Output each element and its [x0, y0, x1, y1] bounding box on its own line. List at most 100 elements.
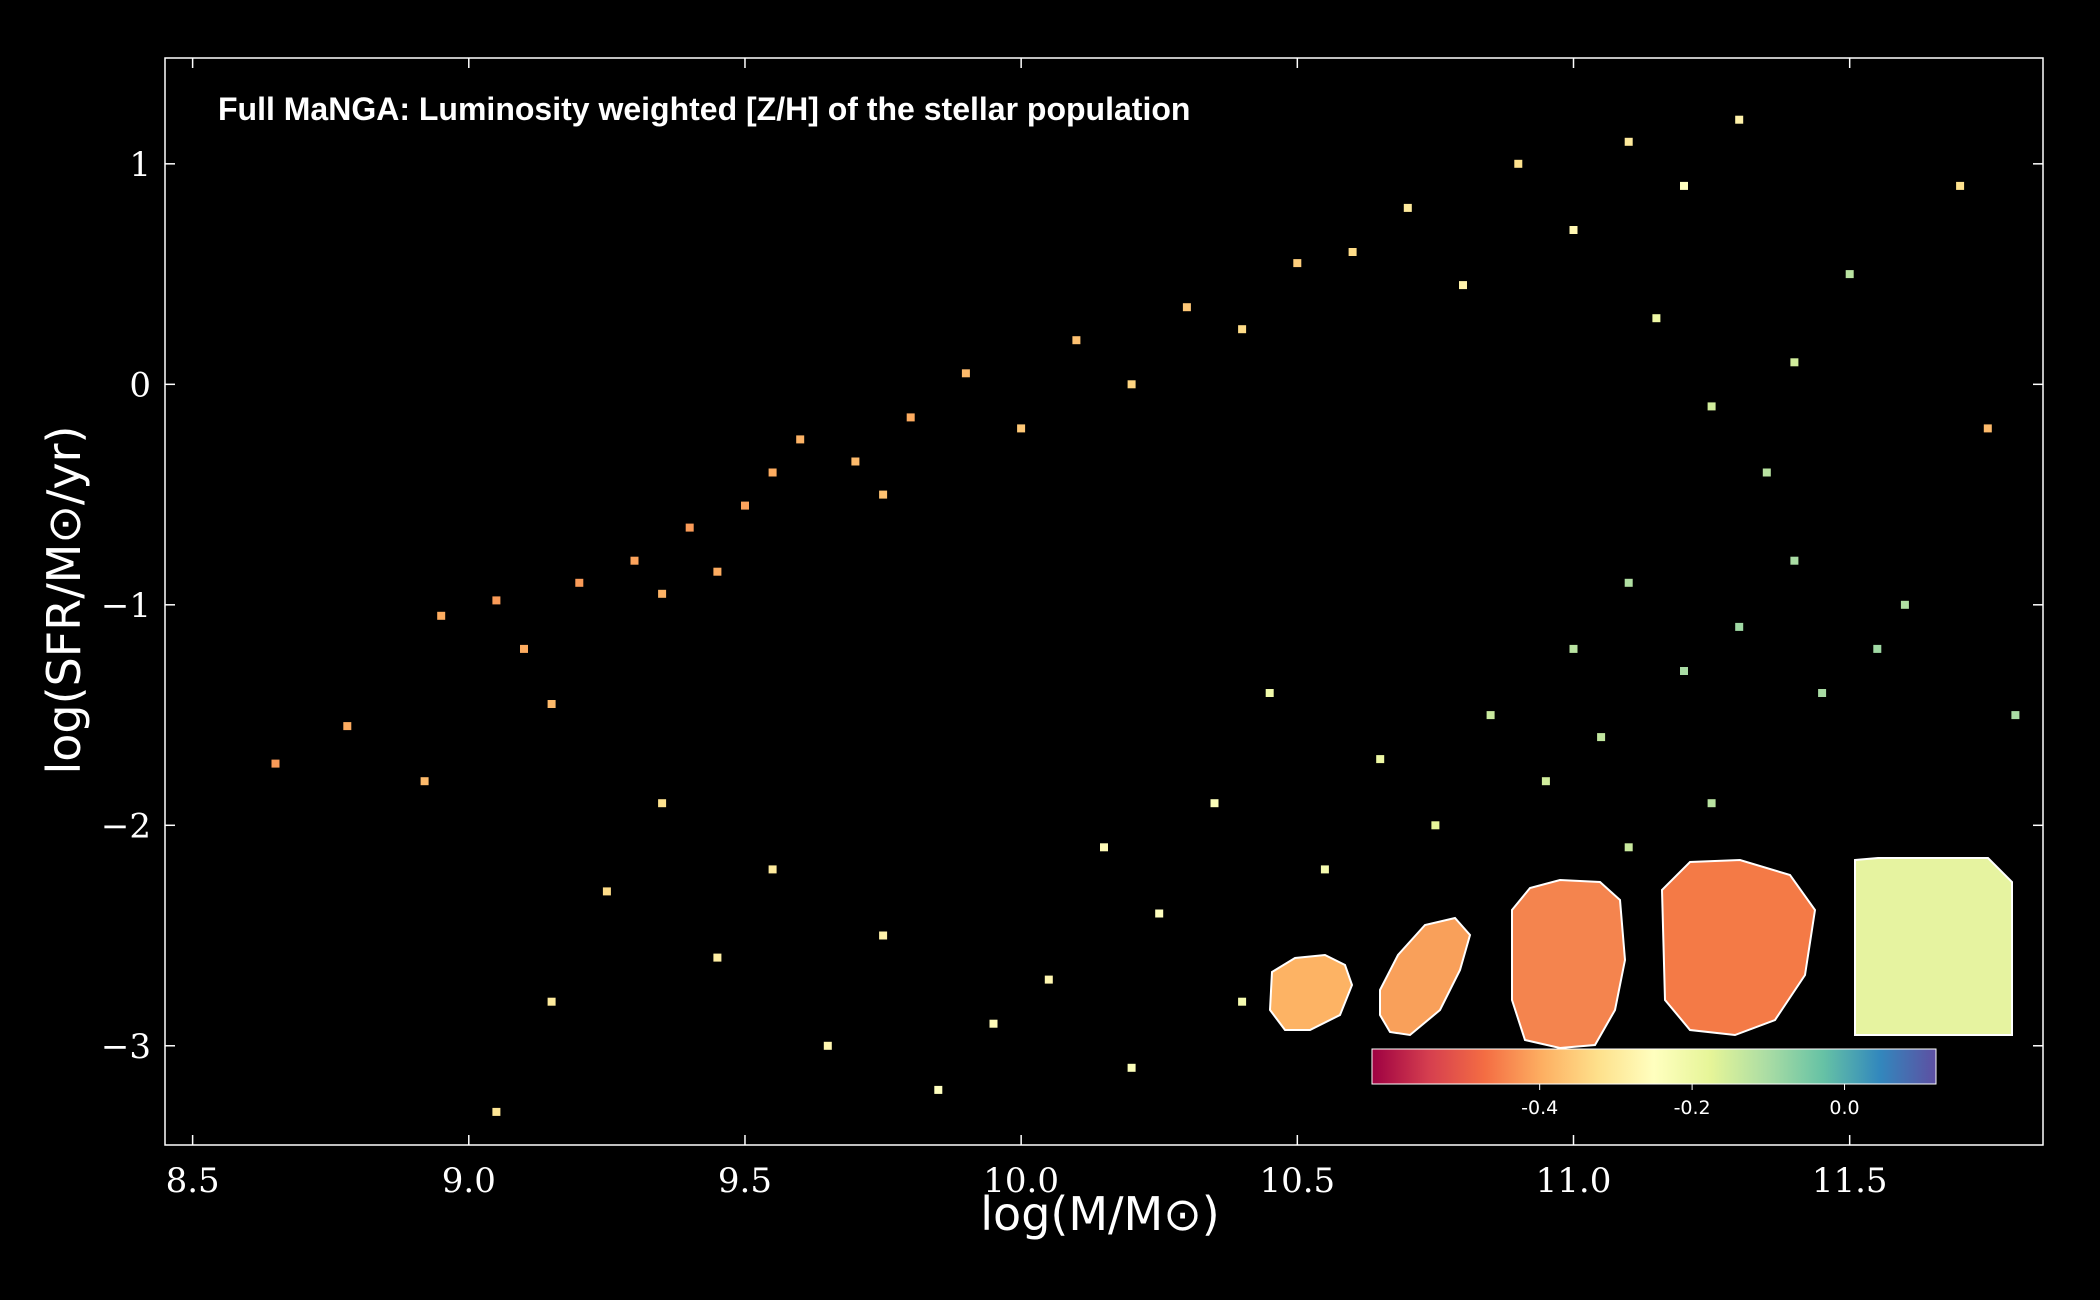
data-point	[1459, 281, 1467, 290]
data-point	[1790, 556, 1799, 565]
data-point	[2011, 711, 2020, 720]
plot-frame	[164, 57, 2044, 1146]
x-tick-label: 9.5	[718, 1161, 772, 1201]
data-point	[1707, 402, 1716, 411]
data-point	[1044, 975, 1053, 984]
y-tick-label: −1	[101, 586, 151, 626]
data-point	[1597, 733, 1606, 742]
x-tick-label: 11.0	[1536, 1161, 1612, 1201]
x-tick-label: 10.5	[1259, 1161, 1335, 1201]
chart-title: Full MaNGA: Luminosity weighted [Z/H] of…	[218, 91, 1190, 127]
data-point	[1210, 799, 1219, 808]
data-point	[1569, 644, 1578, 653]
data-point	[492, 596, 501, 605]
data-point	[1238, 325, 1247, 334]
inset-galaxy-map	[1660, 858, 1817, 1037]
data-point	[1818, 689, 1827, 697]
data-point	[768, 468, 777, 477]
data-point	[1652, 314, 1661, 323]
data-point	[1403, 203, 1412, 212]
data-point	[989, 1019, 998, 1028]
y-axis-label: log(SFR/M⊙/yr)	[37, 426, 91, 775]
data-point	[1680, 181, 1688, 190]
data-point	[1348, 248, 1357, 256]
data-point	[1072, 336, 1081, 345]
data-point	[713, 953, 722, 962]
inset-galaxy-map	[1379, 916, 1472, 1037]
x-tick-label: 10.0	[983, 1161, 1059, 1201]
data-point	[1790, 358, 1799, 367]
data-point	[630, 556, 639, 565]
data-point	[520, 644, 528, 653]
data-point	[1320, 865, 1329, 874]
colorbar: -0.4 -0.2 0.0	[1371, 1048, 1937, 1119]
data-point	[1624, 843, 1633, 852]
data-point	[741, 501, 749, 510]
x-axis-label: log(M/M⊙)	[980, 1187, 1219, 1241]
data-point	[437, 611, 446, 620]
data-point	[685, 523, 694, 532]
y-tick-label: 0	[129, 365, 151, 405]
data-point	[1680, 667, 1688, 675]
data-point	[1762, 468, 1771, 477]
data-point	[1624, 137, 1633, 146]
x-tick-label: 9.0	[442, 1161, 496, 1201]
data-point	[796, 435, 805, 444]
data-point	[1376, 755, 1385, 764]
y-tick-label: −3	[101, 1027, 151, 1067]
data-point	[879, 490, 888, 499]
data-point	[343, 722, 352, 731]
inset-galaxy-map	[1268, 953, 1354, 1031]
data-point	[1569, 226, 1578, 234]
data-point	[768, 865, 777, 874]
x-axis-ticks: 8.5 9.0 9.5 10.0 10.5 11.0 11.5	[166, 58, 1888, 1201]
data-point	[271, 759, 280, 768]
scatter-points	[271, 115, 2020, 1116]
data-point	[1127, 380, 1136, 389]
data-point	[851, 457, 860, 466]
data-point	[658, 589, 667, 598]
data-point	[1182, 303, 1191, 312]
data-point	[1486, 711, 1495, 720]
data-point	[1431, 821, 1440, 830]
y-axis-ticks: 1 0 −1 −2 −3	[101, 145, 2043, 1067]
x-tick-label: 11.5	[1812, 1161, 1888, 1201]
data-point	[1100, 843, 1108, 852]
data-point	[1845, 270, 1854, 279]
inset-galaxy-maps	[1268, 857, 2013, 1050]
data-point	[602, 887, 611, 896]
y-tick-label: −2	[101, 806, 151, 846]
data-point	[823, 1041, 832, 1050]
data-point	[713, 567, 722, 576]
data-point	[1127, 1063, 1136, 1072]
x-tick-label: 8.5	[166, 1161, 220, 1201]
y-tick-label: 1	[129, 145, 151, 185]
data-point	[1873, 644, 1882, 653]
data-point	[934, 1085, 943, 1094]
data-point	[658, 799, 667, 808]
data-point	[1541, 777, 1550, 786]
data-point	[906, 413, 915, 422]
data-point	[961, 369, 970, 378]
colorbar-tick-label: -0.4	[1521, 1097, 1558, 1119]
data-point	[1983, 424, 1992, 433]
data-point	[547, 700, 556, 708]
data-point	[575, 578, 584, 587]
data-point	[1900, 600, 1909, 609]
inset-galaxy-map	[1854, 857, 2013, 1036]
data-point	[1514, 159, 1523, 168]
data-point	[1735, 622, 1744, 631]
data-point	[547, 997, 556, 1006]
colorbar-bar	[1371, 1048, 1937, 1085]
data-point	[1238, 997, 1247, 1006]
data-point	[420, 777, 429, 786]
colorbar-tick-label: -0.2	[1674, 1097, 1711, 1119]
data-point	[492, 1107, 501, 1116]
colorbar-tick-label: 0.0	[1829, 1097, 1859, 1119]
data-point	[1155, 909, 1164, 918]
inset-galaxy-map	[1511, 878, 1627, 1050]
data-point	[1265, 689, 1274, 697]
data-point	[1956, 181, 1965, 190]
data-point	[1624, 578, 1633, 587]
